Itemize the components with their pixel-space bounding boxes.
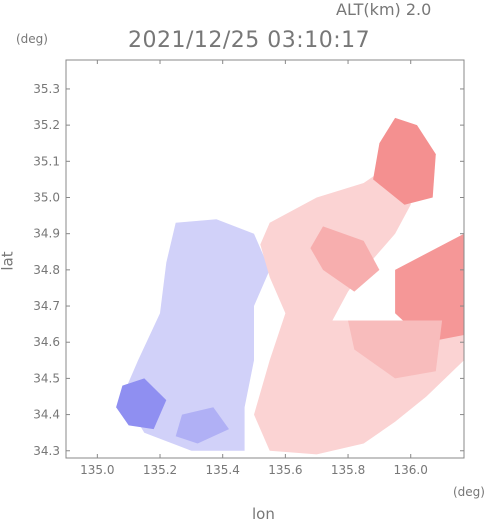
velocity-region-receding-5: [310, 226, 380, 292]
y-tick-label: 34.8: [33, 263, 60, 277]
y-tick-label: 34.9: [33, 227, 60, 241]
velocity-region-approaching-0: [122, 219, 270, 451]
x-tick-label: 135.0: [80, 463, 114, 477]
x-axis-ticks: 135.0 135.2 135.4 135.6 135.8 136.0: [80, 60, 428, 477]
velocity-region-approaching-1: [116, 378, 167, 430]
y-tick-label: 35.1: [33, 154, 60, 168]
x-tick-label: 135.2: [143, 463, 177, 477]
y-tick-label: 34.7: [33, 299, 60, 313]
x-unit-label: (deg): [453, 485, 485, 499]
y-tick-label: 34.3: [33, 444, 60, 458]
velocity-region-receding-3: [254, 161, 464, 455]
velocity-region-receding-4: [373, 117, 436, 205]
y-tick-label: 34.5: [33, 371, 60, 385]
y-tick-label: 35.0: [33, 190, 60, 204]
y-tick-label: 34.6: [33, 335, 60, 349]
timestamp-title: 2021/12/25 03:10:17: [128, 28, 371, 53]
velocity-region-receding-6: [395, 233, 464, 343]
x-tick-label: 135.4: [206, 463, 240, 477]
y-axis-ticks: 34.3 34.4 34.5 34.6 34.7 34.8 34.9 35.0 35.1 35.2…: [33, 82, 464, 458]
velocity-region-approaching-2: [175, 407, 229, 444]
velocity-field-layer: [116, 117, 464, 455]
y-tick-label: 34.4: [33, 408, 60, 422]
y-tick-label: 35.2: [33, 118, 60, 132]
y-unit-label: (deg): [16, 32, 48, 46]
x-axis-label: lon: [252, 505, 275, 523]
plot-frame: [65, 59, 465, 459]
x-tick-label: 135.8: [331, 463, 365, 477]
y-tick-label: 35.3: [33, 82, 60, 96]
x-tick-label: 135.6: [268, 463, 302, 477]
altitude-label: ALT(km) 2.0: [336, 0, 432, 19]
velocity-region-receding-7: [348, 320, 443, 379]
x-tick-label: 136.0: [394, 463, 428, 477]
